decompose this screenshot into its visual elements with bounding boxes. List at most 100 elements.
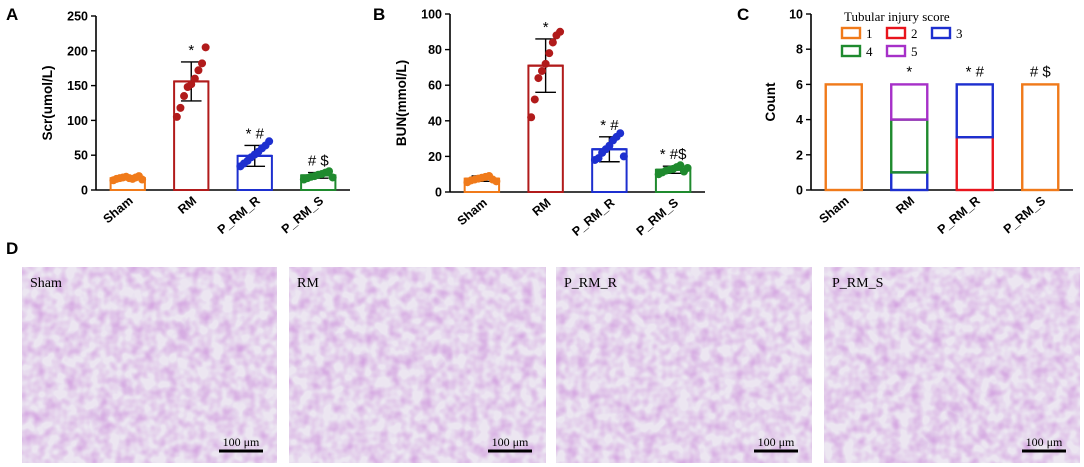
data-point	[556, 27, 565, 36]
data-point	[548, 38, 557, 47]
y-axis-label: BUN(mmol/L)	[394, 60, 409, 146]
data-point	[538, 66, 547, 75]
y-tick-label: 0	[435, 186, 442, 200]
micrograph: RM 100 μm	[289, 267, 546, 463]
micrograph: P_RM_S 100 μm	[824, 267, 1080, 463]
legend-label: 4	[866, 44, 873, 59]
micrograph-texture	[22, 267, 277, 463]
scale-bar-label: 100 μm	[758, 435, 795, 449]
x-category-label: P_RM_R	[569, 196, 617, 239]
y-tick-label: 20	[428, 150, 442, 164]
legend-title: Tubular injury score	[844, 9, 950, 24]
significance-label: * #	[966, 63, 985, 80]
y-tick-label: 100	[67, 114, 88, 128]
legend-label: 3	[956, 26, 963, 41]
data-point	[194, 66, 203, 75]
y-axis-label: Count	[763, 82, 778, 121]
significance-label: *	[543, 19, 549, 36]
micrograph-texture	[289, 267, 546, 463]
significance-label: # $	[308, 153, 330, 170]
y-axis-label: Scr(umol/L)	[40, 65, 55, 140]
y-tick-label: 0	[81, 184, 88, 198]
x-category-label: RM	[530, 196, 554, 219]
data-point	[265, 137, 274, 146]
y-tick-label: 80	[428, 43, 442, 57]
data-point	[545, 49, 554, 58]
data-point	[172, 112, 181, 121]
y-tick-label: 200	[67, 44, 88, 58]
data-point	[198, 59, 207, 68]
data-point	[328, 173, 337, 182]
legend-swatch	[840, 44, 862, 58]
panel-letter-d: D	[6, 239, 18, 258]
data-point	[676, 161, 685, 170]
stack-segment	[890, 118, 929, 174]
x-category-label: P_RM_S	[279, 194, 326, 237]
data-point	[619, 152, 628, 161]
micrograph-texture	[824, 267, 1080, 463]
panel-letter-a: A	[6, 5, 18, 24]
significance-label: * #	[600, 117, 619, 134]
significance-label: *	[906, 63, 912, 80]
scale-bar-label: 100 μm	[1026, 435, 1063, 449]
legend-label: 5	[911, 44, 918, 59]
y-tick-label: 6	[796, 78, 803, 92]
chart-a: 0 50 100 150 200 250 Scr(umol/L) Sham * RM * # P_RM…	[40, 10, 350, 237]
legend-swatch	[885, 44, 907, 58]
stack-segment	[890, 171, 929, 192]
micrograph-texture	[556, 267, 812, 463]
data-point	[138, 175, 147, 184]
significance-label: # $	[1030, 63, 1052, 80]
data-point	[683, 163, 692, 172]
micrograph: Sham 100 μm	[22, 267, 277, 463]
scale-bar-label: 100 μm	[223, 435, 260, 449]
y-tick-label: 60	[428, 79, 442, 93]
scale-bar-label: 100 μm	[492, 435, 529, 449]
x-category-label: RM	[175, 194, 199, 217]
y-tick-label: 4	[796, 113, 803, 127]
micrograph-title: RM	[297, 276, 319, 291]
x-category-label: P_RM_S	[634, 196, 681, 239]
y-tick-label: 40	[428, 114, 442, 128]
x-category-label: P_RM_R	[935, 194, 983, 237]
micrograph-row: Sham 100 μm RM 100 μm P_RM_R 100 μm P_RM_S 100 …	[22, 267, 1080, 463]
x-category-label: Sham	[817, 194, 852, 227]
y-tick-label: 2	[796, 148, 803, 162]
y-tick-label: 10	[789, 8, 803, 22]
data-point	[190, 74, 199, 83]
x-category-label: RM	[893, 194, 917, 217]
panel-letter-c: C	[737, 5, 749, 24]
data-point	[201, 43, 210, 52]
stack-segment	[955, 83, 994, 139]
y-tick-label: 100	[421, 8, 442, 22]
legend: Tubular injury score 1 2 3 4 5	[840, 9, 963, 59]
data-point	[530, 95, 539, 104]
significance-label: *	[188, 42, 194, 59]
micrograph-title: P_RM_S	[832, 276, 883, 291]
significance-label: * #$	[660, 146, 687, 163]
y-tick-label: 0	[796, 184, 803, 198]
data-point	[325, 167, 334, 176]
y-tick-label: 150	[67, 79, 88, 93]
legend-label: 1	[866, 26, 873, 41]
legend-swatch	[930, 26, 952, 40]
x-category-label: P_RM_S	[1001, 194, 1048, 237]
legend-label: 2	[911, 26, 918, 41]
stack-segment	[890, 83, 929, 121]
data-point	[541, 59, 550, 68]
chart-c: 0 2 4 6 8 10 Count Sham * RM * # P_RM_R # $ P_RM_S Tub…	[763, 8, 1073, 237]
y-tick-label: 8	[796, 43, 803, 57]
legend-swatch	[885, 26, 907, 40]
legend-swatch	[840, 26, 862, 40]
data-point	[616, 129, 625, 138]
data-point	[176, 103, 185, 112]
micrograph: P_RM_R 100 μm	[556, 267, 812, 463]
x-category-label: Sham	[455, 196, 490, 229]
stack-segment	[824, 83, 863, 192]
panel-letter-b: B	[373, 5, 385, 24]
x-category-label: Sham	[101, 194, 136, 227]
x-category-label: P_RM_R	[215, 194, 263, 237]
stack-segment	[1021, 83, 1060, 192]
data-point	[180, 92, 189, 101]
